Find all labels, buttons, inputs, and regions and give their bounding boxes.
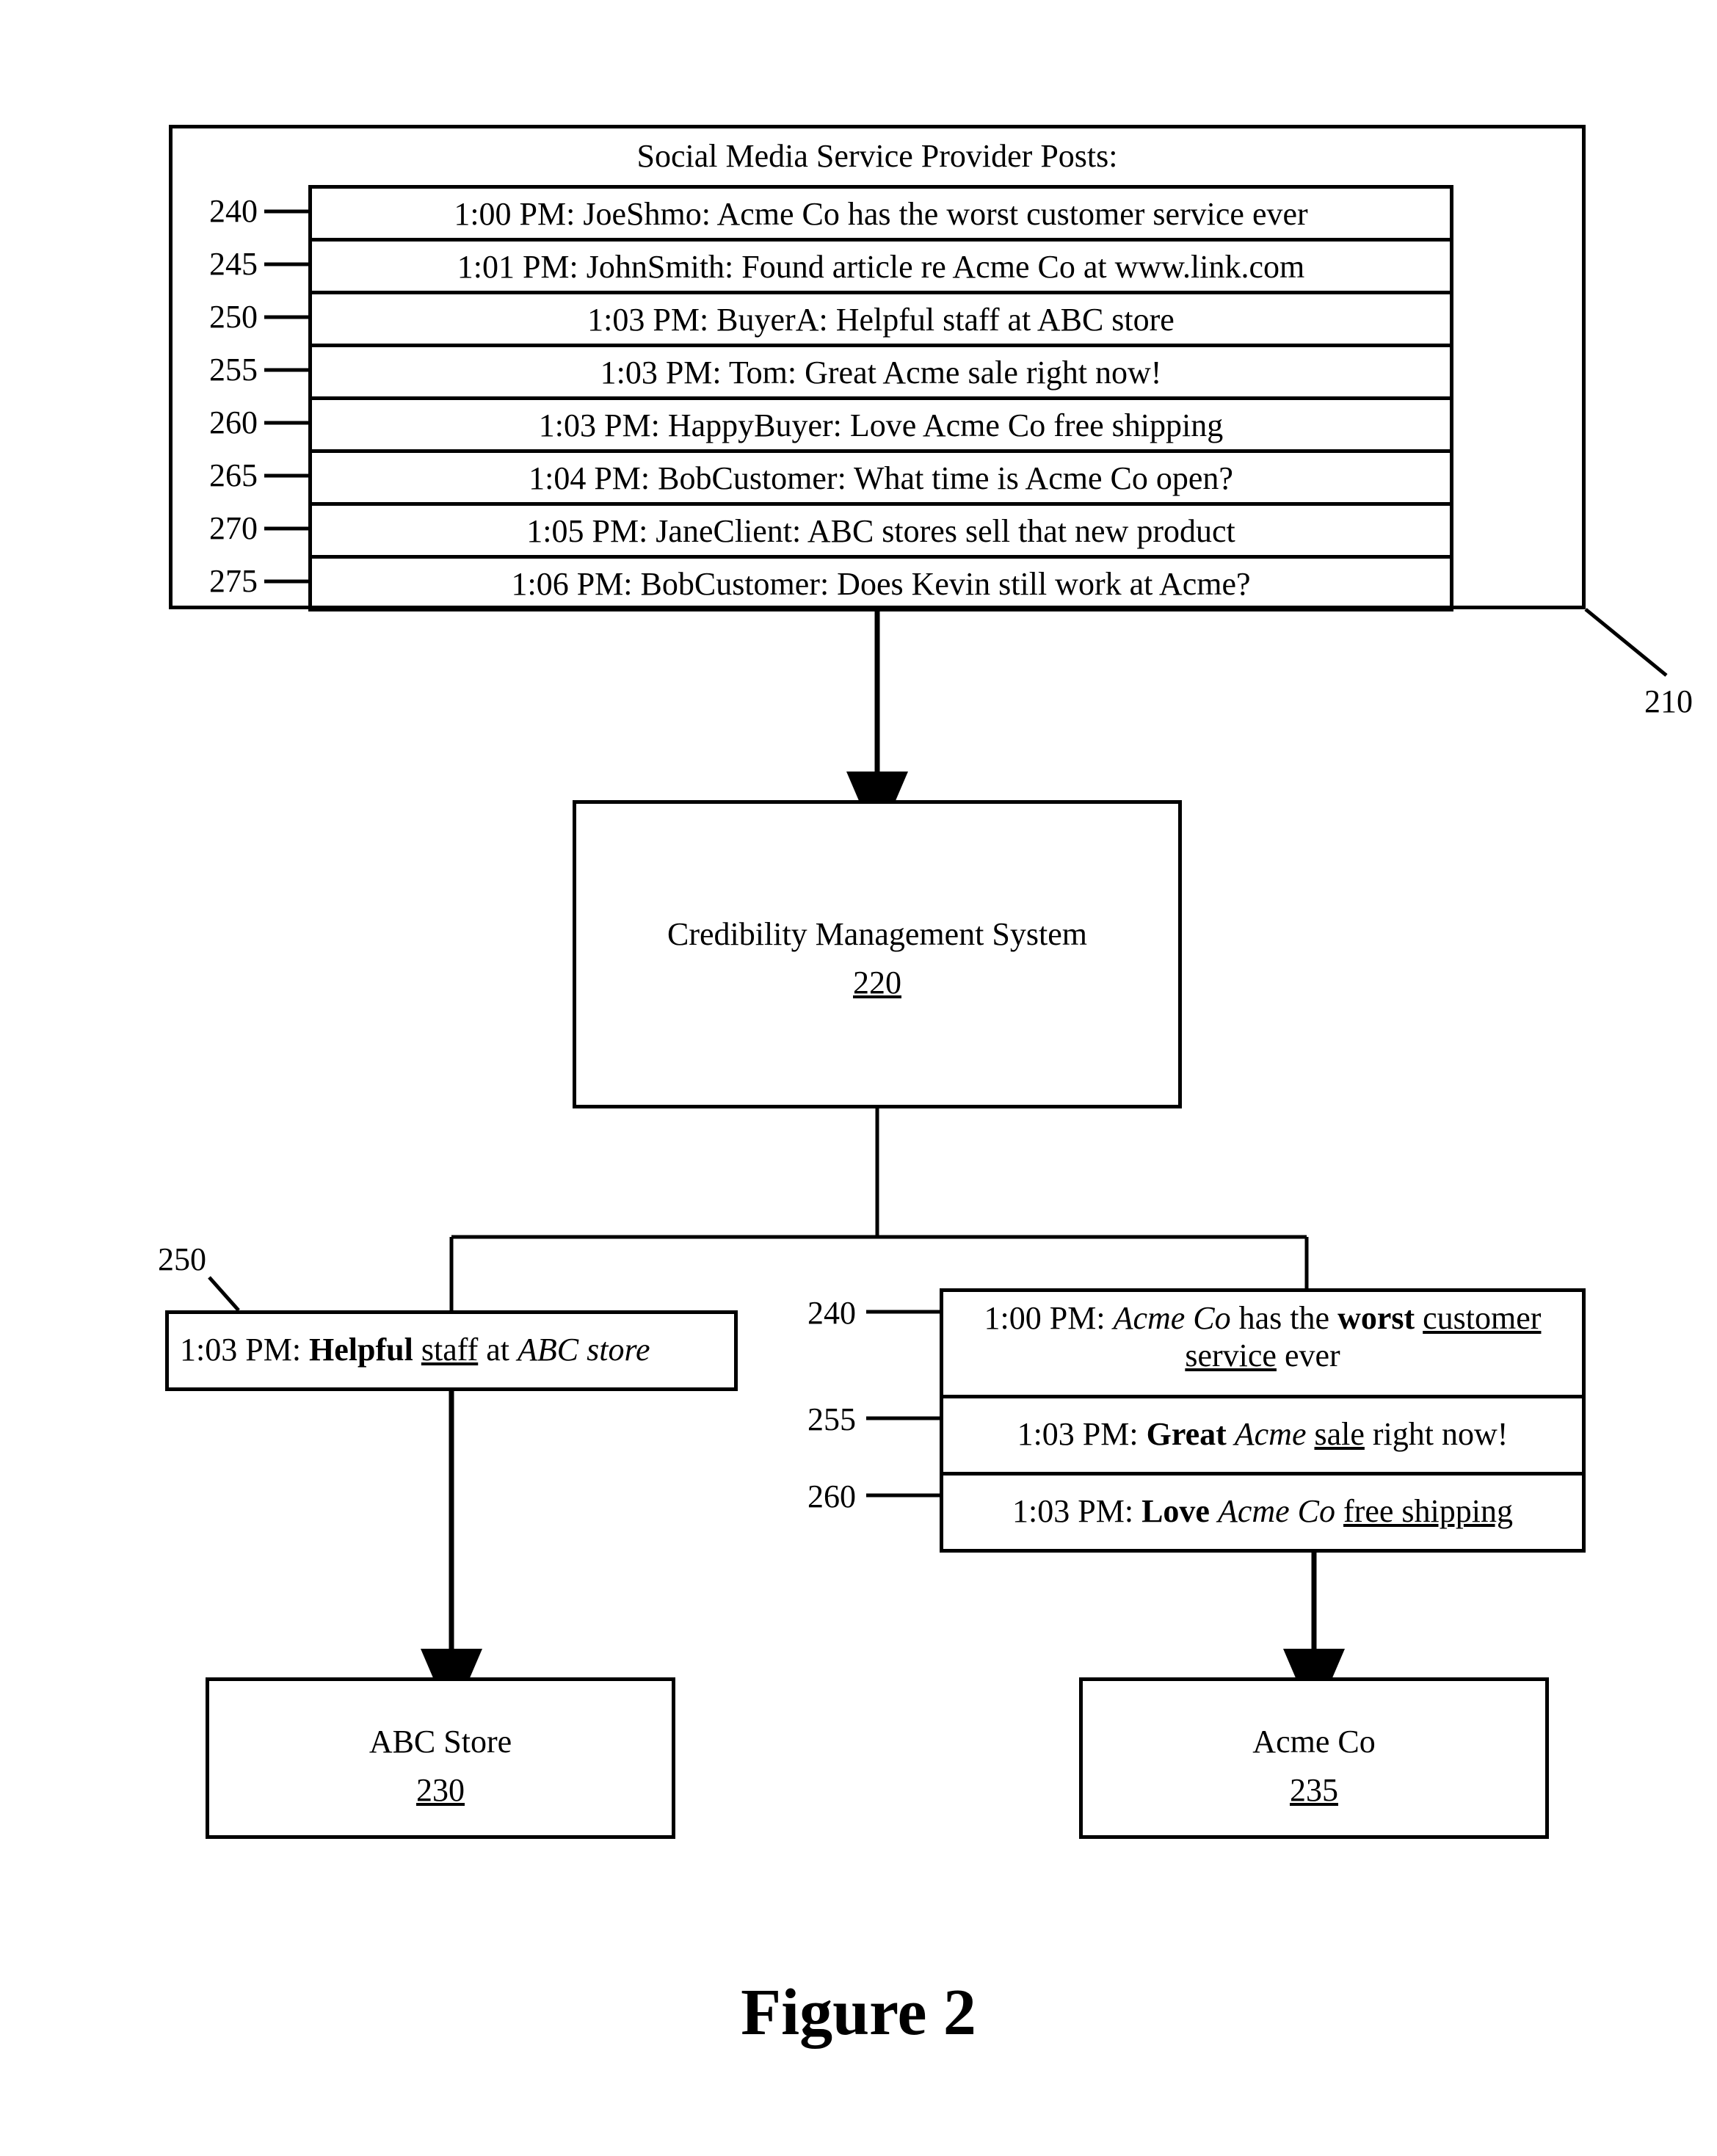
social-media-title: Social Media Service Provider Posts: bbox=[169, 132, 1586, 181]
figure-caption: Figure 2 bbox=[0, 1975, 1717, 2050]
ref-label: 260 bbox=[807, 1478, 856, 1515]
ref-label: 210 bbox=[1644, 683, 1693, 720]
post-row: 1:00 PM: JoeShmo: Acme Co has the worst … bbox=[308, 185, 1453, 242]
ref-label: 255 bbox=[807, 1401, 856, 1438]
filtered-post-text: 1:03 PM: Great Acme sale right now! bbox=[962, 1415, 1564, 1453]
post-row: 1:03 PM: Tom: Great Acme sale right now! bbox=[308, 344, 1453, 400]
post-row: 1:03 PM: BuyerA: Helpful staff at ABC st… bbox=[308, 291, 1453, 347]
ref-label: 250 bbox=[209, 298, 258, 335]
abc-store-title: ABC Store230 bbox=[206, 1718, 675, 1815]
ref-label: 255 bbox=[209, 351, 258, 388]
ref-label: 275 bbox=[209, 562, 258, 600]
ref-label: 270 bbox=[209, 509, 258, 547]
ref-label: 265 bbox=[209, 457, 258, 494]
ref-label: 240 bbox=[209, 192, 258, 230]
post-row: 1:04 PM: BobCustomer: What time is Acme … bbox=[308, 449, 1453, 506]
ref-label: 260 bbox=[209, 404, 258, 441]
filtered-post-text: 1:03 PM: Love Acme Co free shipping bbox=[962, 1492, 1564, 1530]
ref-label: 245 bbox=[209, 245, 258, 283]
acme-co-title: Acme Co235 bbox=[1079, 1718, 1549, 1815]
filtered-post-text: 1:03 PM: Helpful staff at ABC store bbox=[180, 1331, 723, 1368]
ref-label: 250 bbox=[158, 1241, 206, 1278]
post-row: 1:01 PM: JohnSmith: Found article re Acm… bbox=[308, 238, 1453, 294]
ref-label: 240 bbox=[807, 1294, 856, 1332]
filtered-post-text: 1:00 PM: Acme Co has the worst customer … bbox=[962, 1299, 1564, 1374]
post-row: 1:05 PM: JaneClient: ABC stores sell tha… bbox=[308, 502, 1453, 559]
cms-title: Credibility Management System220 bbox=[573, 910, 1182, 1007]
post-row: 1:03 PM: HappyBuyer: Love Acme Co free s… bbox=[308, 396, 1453, 453]
